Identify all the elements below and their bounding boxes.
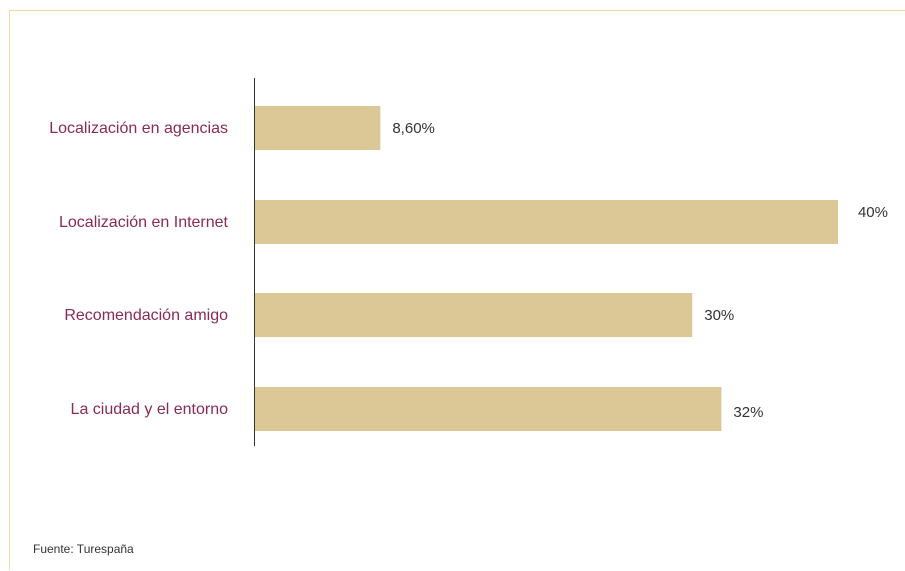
value-label-1: 8,60% bbox=[392, 120, 435, 137]
bar-2 bbox=[255, 200, 838, 244]
bar-4 bbox=[255, 387, 722, 431]
category-label-2: Localización en Internet bbox=[59, 214, 229, 231]
value-label-2: 40% bbox=[858, 204, 888, 221]
chart-frame bbox=[9, 10, 905, 570]
bar-1 bbox=[255, 106, 381, 150]
category-labels-group: Localización en agencias Localización en … bbox=[49, 120, 228, 418]
value-label-4: 32% bbox=[733, 404, 763, 421]
bar-3 bbox=[255, 293, 693, 337]
category-label-1: Localización en agencias bbox=[49, 120, 228, 137]
value-label-3: 30% bbox=[704, 307, 734, 324]
category-label-4: La ciudad y el entorno bbox=[71, 401, 229, 418]
value-labels-group: 8,60% 40% 30% 32% bbox=[392, 120, 888, 421]
category-label-3: Recomendación amigo bbox=[64, 307, 228, 324]
bars-group bbox=[255, 106, 838, 431]
source-note: Fuente: Turespaña bbox=[33, 542, 134, 556]
